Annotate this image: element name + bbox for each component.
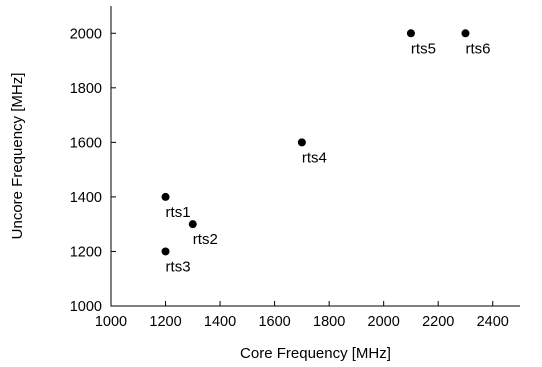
x-tick-label: 2200 [422,314,454,330]
y-tick-label: 1600 [70,135,102,151]
x-tick-label: 1400 [204,314,236,330]
chart-axes: 1000 1200 1400 1600 1800 2000 2200 2400 1000 1200… [70,6,520,330]
x-tick-label: 1000 [95,314,127,330]
data-point [461,29,470,38]
data-point [161,247,170,256]
y-tick-label: 1000 [70,299,102,315]
point-label: rts3 [166,258,191,275]
y-tick-label: 1200 [70,244,102,260]
data-point [297,138,306,147]
y-tick-label: 1400 [70,190,102,206]
data-point [161,192,170,201]
y-axis-title: Uncore Frequency [MHz] [9,73,26,240]
x-axis-title: Core Frequency [MHz] [240,345,391,362]
x-tick-label: 1800 [313,314,345,330]
x-tick-label: 2400 [477,314,509,330]
x-tick-label: 1600 [258,314,290,330]
data-point [188,220,197,229]
point-label: rts4 [302,149,327,166]
point-label: rts1 [166,204,191,221]
point-label: rts5 [411,40,436,57]
x-tick-label: 1200 [149,314,181,330]
point-label: rts2 [193,231,218,248]
data-point [406,29,415,38]
y-tick-label: 2000 [70,26,102,42]
x-tick-label: 2000 [368,314,400,330]
y-tick-label: 1800 [70,81,102,97]
point-label: rts6 [465,40,490,57]
